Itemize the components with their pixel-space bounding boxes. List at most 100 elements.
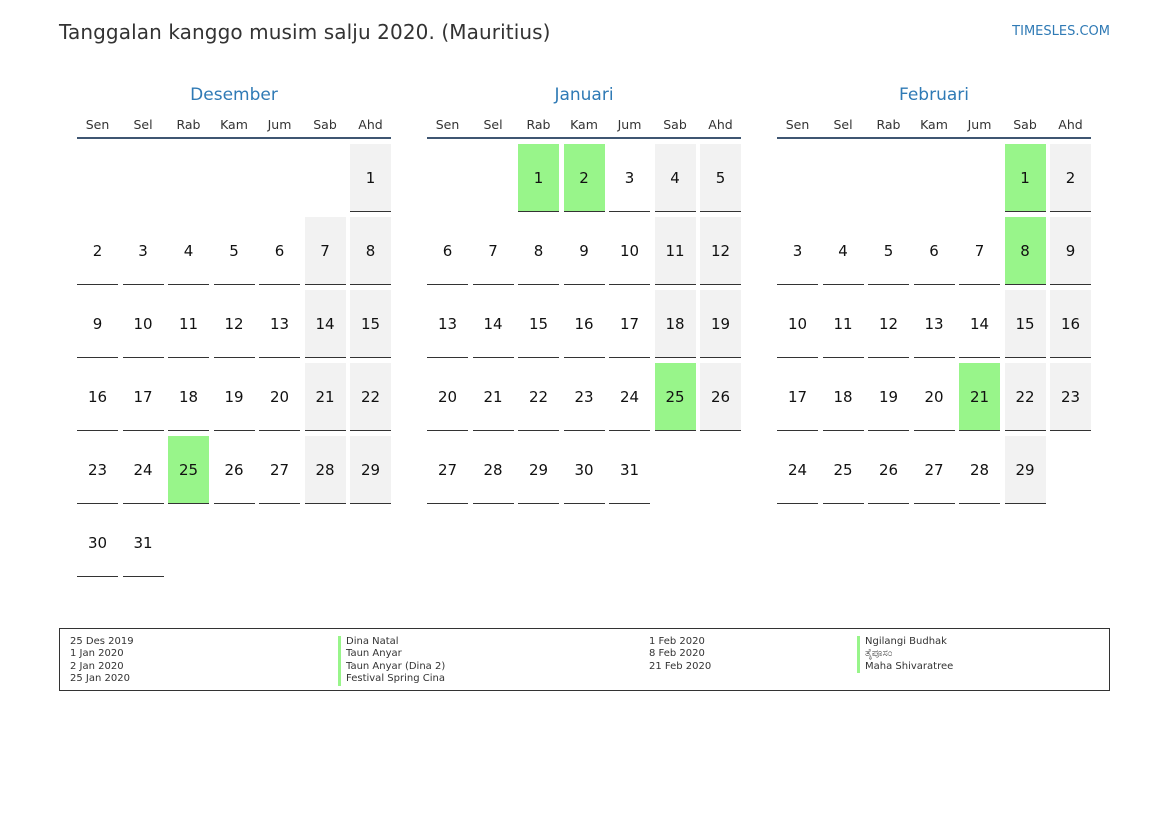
day-cell[interactable]: 21	[472, 363, 514, 431]
day-cell[interactable]: 9	[1050, 217, 1091, 285]
weekday-label: Sab	[663, 117, 687, 132]
day-cell[interactable]: 12	[700, 217, 741, 285]
day-cell[interactable]: 13	[259, 290, 300, 358]
day-cell[interactable]: 22	[518, 363, 559, 431]
day-cell[interactable]: 19	[700, 290, 741, 358]
day-cell[interactable]: 31	[122, 509, 164, 577]
day-cell[interactable]: 19	[213, 363, 255, 431]
day-cell[interactable]: 8	[518, 217, 559, 285]
day-cell[interactable]: 16	[1050, 290, 1091, 358]
day-cell[interactable]: 14	[959, 290, 1000, 358]
day-cell[interactable]: 19	[868, 363, 909, 431]
day-cell[interactable]: 7	[472, 217, 514, 285]
day-cell[interactable]: 15	[1004, 290, 1046, 358]
day-cell[interactable]: 13	[427, 290, 468, 358]
day-cell[interactable]: 6	[913, 217, 955, 285]
day-cell[interactable]: 18	[654, 290, 696, 358]
holiday-day-cell[interactable]: 8	[1004, 217, 1046, 285]
day-cell[interactable]: 23	[77, 436, 118, 504]
day-cell[interactable]: 31	[609, 436, 650, 504]
weekday-label: Jum	[967, 117, 992, 132]
day-cell[interactable]: 16	[77, 363, 118, 431]
day-cell[interactable]: 4	[168, 217, 209, 285]
day-cell[interactable]: 27	[913, 436, 955, 504]
day-cell[interactable]: 18	[822, 363, 864, 431]
day-cell[interactable]: 22	[350, 363, 391, 431]
holiday-day-cell[interactable]: 1	[518, 144, 559, 212]
day-cell[interactable]: 28	[304, 436, 346, 504]
day-cell[interactable]: 3	[777, 217, 818, 285]
day-cell[interactable]: 12	[213, 290, 255, 358]
day-cell[interactable]: 18	[168, 363, 209, 431]
day-cell[interactable]: 21	[304, 363, 346, 431]
day-cell[interactable]: 29	[518, 436, 559, 504]
weekday-label: Sel	[133, 117, 153, 132]
day-cell[interactable]: 11	[168, 290, 209, 358]
day-cell[interactable]: 17	[777, 363, 818, 431]
day-cell[interactable]: 17	[122, 363, 164, 431]
holiday-day-cell[interactable]: 25	[654, 363, 696, 431]
day-cell[interactable]: 5	[868, 217, 909, 285]
legend-right-dates: 1 Feb 2020 8 Feb 2020 21 Feb 2020	[649, 636, 711, 673]
day-cell[interactable]: 9	[563, 217, 605, 285]
day-cell[interactable]: 2	[1050, 144, 1091, 212]
day-cell[interactable]: 10	[609, 217, 650, 285]
day-cell[interactable]: 29	[350, 436, 391, 504]
weekday-label: Kam	[920, 117, 948, 132]
day-cell[interactable]: 26	[213, 436, 255, 504]
holiday-day-cell[interactable]: 1	[1004, 144, 1046, 212]
day-cell[interactable]: 24	[122, 436, 164, 504]
day-cell[interactable]: 13	[913, 290, 955, 358]
day-cell[interactable]: 14	[472, 290, 514, 358]
day-cell[interactable]: 29	[1004, 436, 1046, 504]
day-cell[interactable]: 20	[259, 363, 300, 431]
day-cell[interactable]: 5	[213, 217, 255, 285]
day-cell[interactable]: 7	[304, 217, 346, 285]
day-cell[interactable]: 4	[654, 144, 696, 212]
day-cell[interactable]: 2	[77, 217, 118, 285]
day-cell[interactable]: 15	[518, 290, 559, 358]
weekday-label: Kam	[570, 117, 598, 132]
day-cell[interactable]: 28	[959, 436, 1000, 504]
day-cell[interactable]: 24	[609, 363, 650, 431]
day-cell[interactable]: 24	[777, 436, 818, 504]
day-cell[interactable]: 20	[427, 363, 468, 431]
day-cell[interactable]: 10	[122, 290, 164, 358]
day-cell[interactable]: 27	[259, 436, 300, 504]
day-cell[interactable]: 15	[350, 290, 391, 358]
day-cell[interactable]: 30	[77, 509, 118, 577]
day-cell[interactable]: 16	[563, 290, 605, 358]
day-cell[interactable]: 23	[563, 363, 605, 431]
day-cell[interactable]: 4	[822, 217, 864, 285]
day-cell[interactable]: 30	[563, 436, 605, 504]
day-cell[interactable]: 25	[822, 436, 864, 504]
holiday-day-cell[interactable]: 25	[168, 436, 209, 504]
day-cell[interactable]: 11	[822, 290, 864, 358]
day-cell[interactable]: 3	[122, 217, 164, 285]
holiday-day-cell[interactable]: 21	[959, 363, 1000, 431]
day-cell[interactable]: 12	[868, 290, 909, 358]
day-cell[interactable]: 26	[700, 363, 741, 431]
day-cell[interactable]: 5	[700, 144, 741, 212]
day-cell[interactable]: 22	[1004, 363, 1046, 431]
day-cell[interactable]: 6	[427, 217, 468, 285]
day-cell[interactable]: 7	[959, 217, 1000, 285]
day-cell[interactable]: 11	[654, 217, 696, 285]
day-cell[interactable]: 3	[609, 144, 650, 212]
day-cell[interactable]: 17	[609, 290, 650, 358]
day-cell[interactable]: 20	[913, 363, 955, 431]
site-link[interactable]: TIMESLES.COM	[1012, 24, 1110, 39]
day-cell[interactable]: 9	[77, 290, 118, 358]
day-cell[interactable]: 1	[350, 144, 391, 212]
day-cell[interactable]: 26	[868, 436, 909, 504]
holiday-legend: 25 Des 2019 1 Jan 2020 2 Jan 2020 25 Jan…	[59, 628, 1110, 691]
day-cell[interactable]: 28	[472, 436, 514, 504]
legend-date: 8 Feb 2020	[649, 648, 705, 660]
day-cell[interactable]: 14	[304, 290, 346, 358]
day-cell[interactable]: 8	[350, 217, 391, 285]
holiday-day-cell[interactable]: 2	[563, 144, 605, 212]
day-cell[interactable]: 27	[427, 436, 468, 504]
day-cell[interactable]: 23	[1050, 363, 1091, 431]
day-cell[interactable]: 10	[777, 290, 818, 358]
day-cell[interactable]: 6	[259, 217, 300, 285]
